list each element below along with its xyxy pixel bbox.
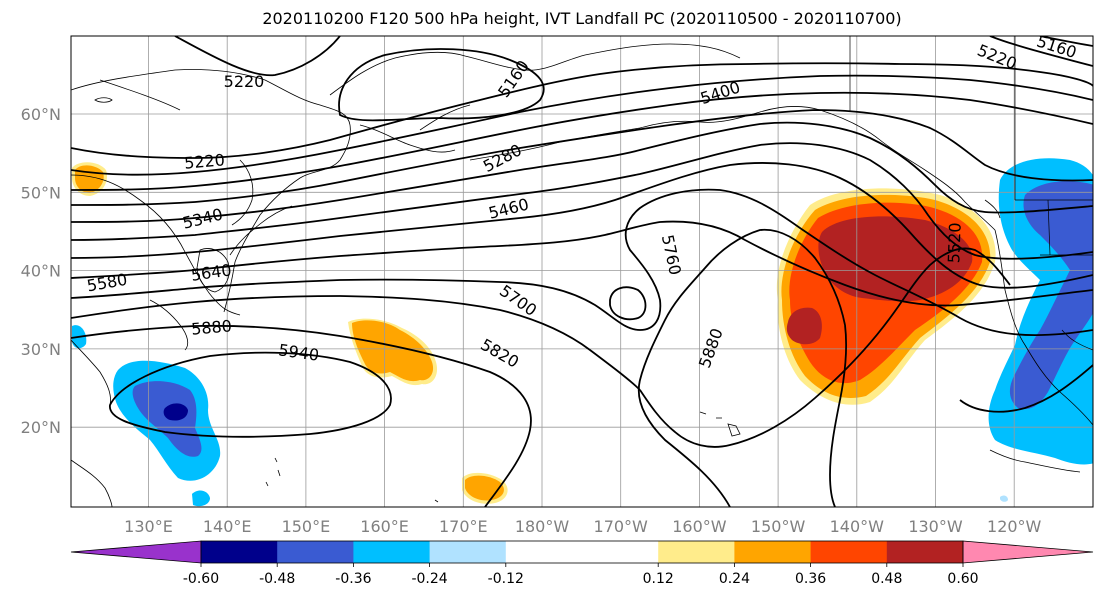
negative-anomaly-north-america (988, 158, 1093, 502)
colorbar-swatch (277, 541, 354, 563)
longitude-label: 120°W (987, 517, 1042, 536)
colorbar-label: -0.24 (411, 571, 447, 587)
colorbar-swatch (353, 541, 431, 563)
colorbar-swatch (810, 541, 888, 563)
longitude-label: 170°W (594, 517, 649, 536)
latitude-label: 50°N (21, 183, 61, 202)
colorbar-swatch (886, 541, 964, 563)
latitude-label: 20°N (21, 418, 61, 437)
longitude-label: 130°E (124, 517, 173, 536)
colorbar-swatch (505, 541, 583, 563)
colorbar-label: -0.48 (259, 571, 295, 587)
colorbar-swatch (734, 541, 812, 563)
latitude-labels: 60°N 50°N 40°N 30°N 20°N (21, 105, 61, 437)
colorbar-label: -0.60 (183, 571, 219, 587)
colorbar-label: 0.36 (795, 571, 826, 587)
positive-anomaly-east-pacific (776, 188, 996, 405)
latitude-label: 30°N (21, 340, 61, 359)
colorbar: -0.60 -0.48 -0.36 -0.24 -0.12 0.12 0.24 0.36 0.4… (70, 540, 1094, 587)
colorbar-swatch (582, 541, 659, 563)
colorbar-label: 0.48 (871, 571, 902, 587)
coastlines (71, 43, 1093, 507)
colorbar-swatch (429, 541, 507, 563)
figure-title: 2020110200 F120 500 hPa height, IVT Land… (262, 9, 901, 28)
contour-label: 5220 (183, 150, 225, 172)
political-borders (99, 36, 1093, 351)
colorbar-label: 0.60 (947, 571, 978, 587)
contour-label: 5880 (190, 316, 232, 338)
longitude-label: 140°E (203, 517, 252, 536)
colorbar-extend-max (962, 540, 1094, 564)
longitude-label: 170°E (439, 517, 488, 536)
longitude-label: 160°E (360, 517, 409, 536)
colorbar-swatch (658, 541, 735, 563)
latitude-label: 60°N (21, 105, 61, 124)
longitude-labels: 130°E 140°E 150°E 160°E 170°E 180°W 170°W 160°W… (124, 517, 1041, 536)
colorbar-swatch (201, 541, 278, 563)
graticule (71, 36, 1093, 507)
longitude-label: 150°W (751, 517, 806, 536)
longitude-label: 140°W (830, 517, 885, 536)
height-contours (71, 36, 1093, 507)
latitude-label: 40°N (21, 262, 61, 281)
map-frame (70, 35, 1094, 508)
longitude-label: 150°E (282, 517, 331, 536)
colorbar-label: -0.12 (488, 571, 524, 587)
colorbar-label: 0.24 (719, 571, 750, 587)
colorbar-label: 0.12 (643, 571, 674, 587)
contour-label: 5520 (944, 222, 964, 263)
colorbar-outline (200, 540, 964, 564)
map-area: 5220 5220 5160 5400 5280 5460 5340 5580 … (71, 36, 1093, 507)
longitude-label: 160°W (672, 517, 727, 536)
contour-label: 5220 (224, 72, 265, 91)
longitude-label: 180°W (515, 517, 570, 536)
colorbar-label: -0.36 (335, 571, 371, 587)
colorbar-extend-min (70, 540, 202, 564)
longitude-label: 130°W (908, 517, 963, 536)
